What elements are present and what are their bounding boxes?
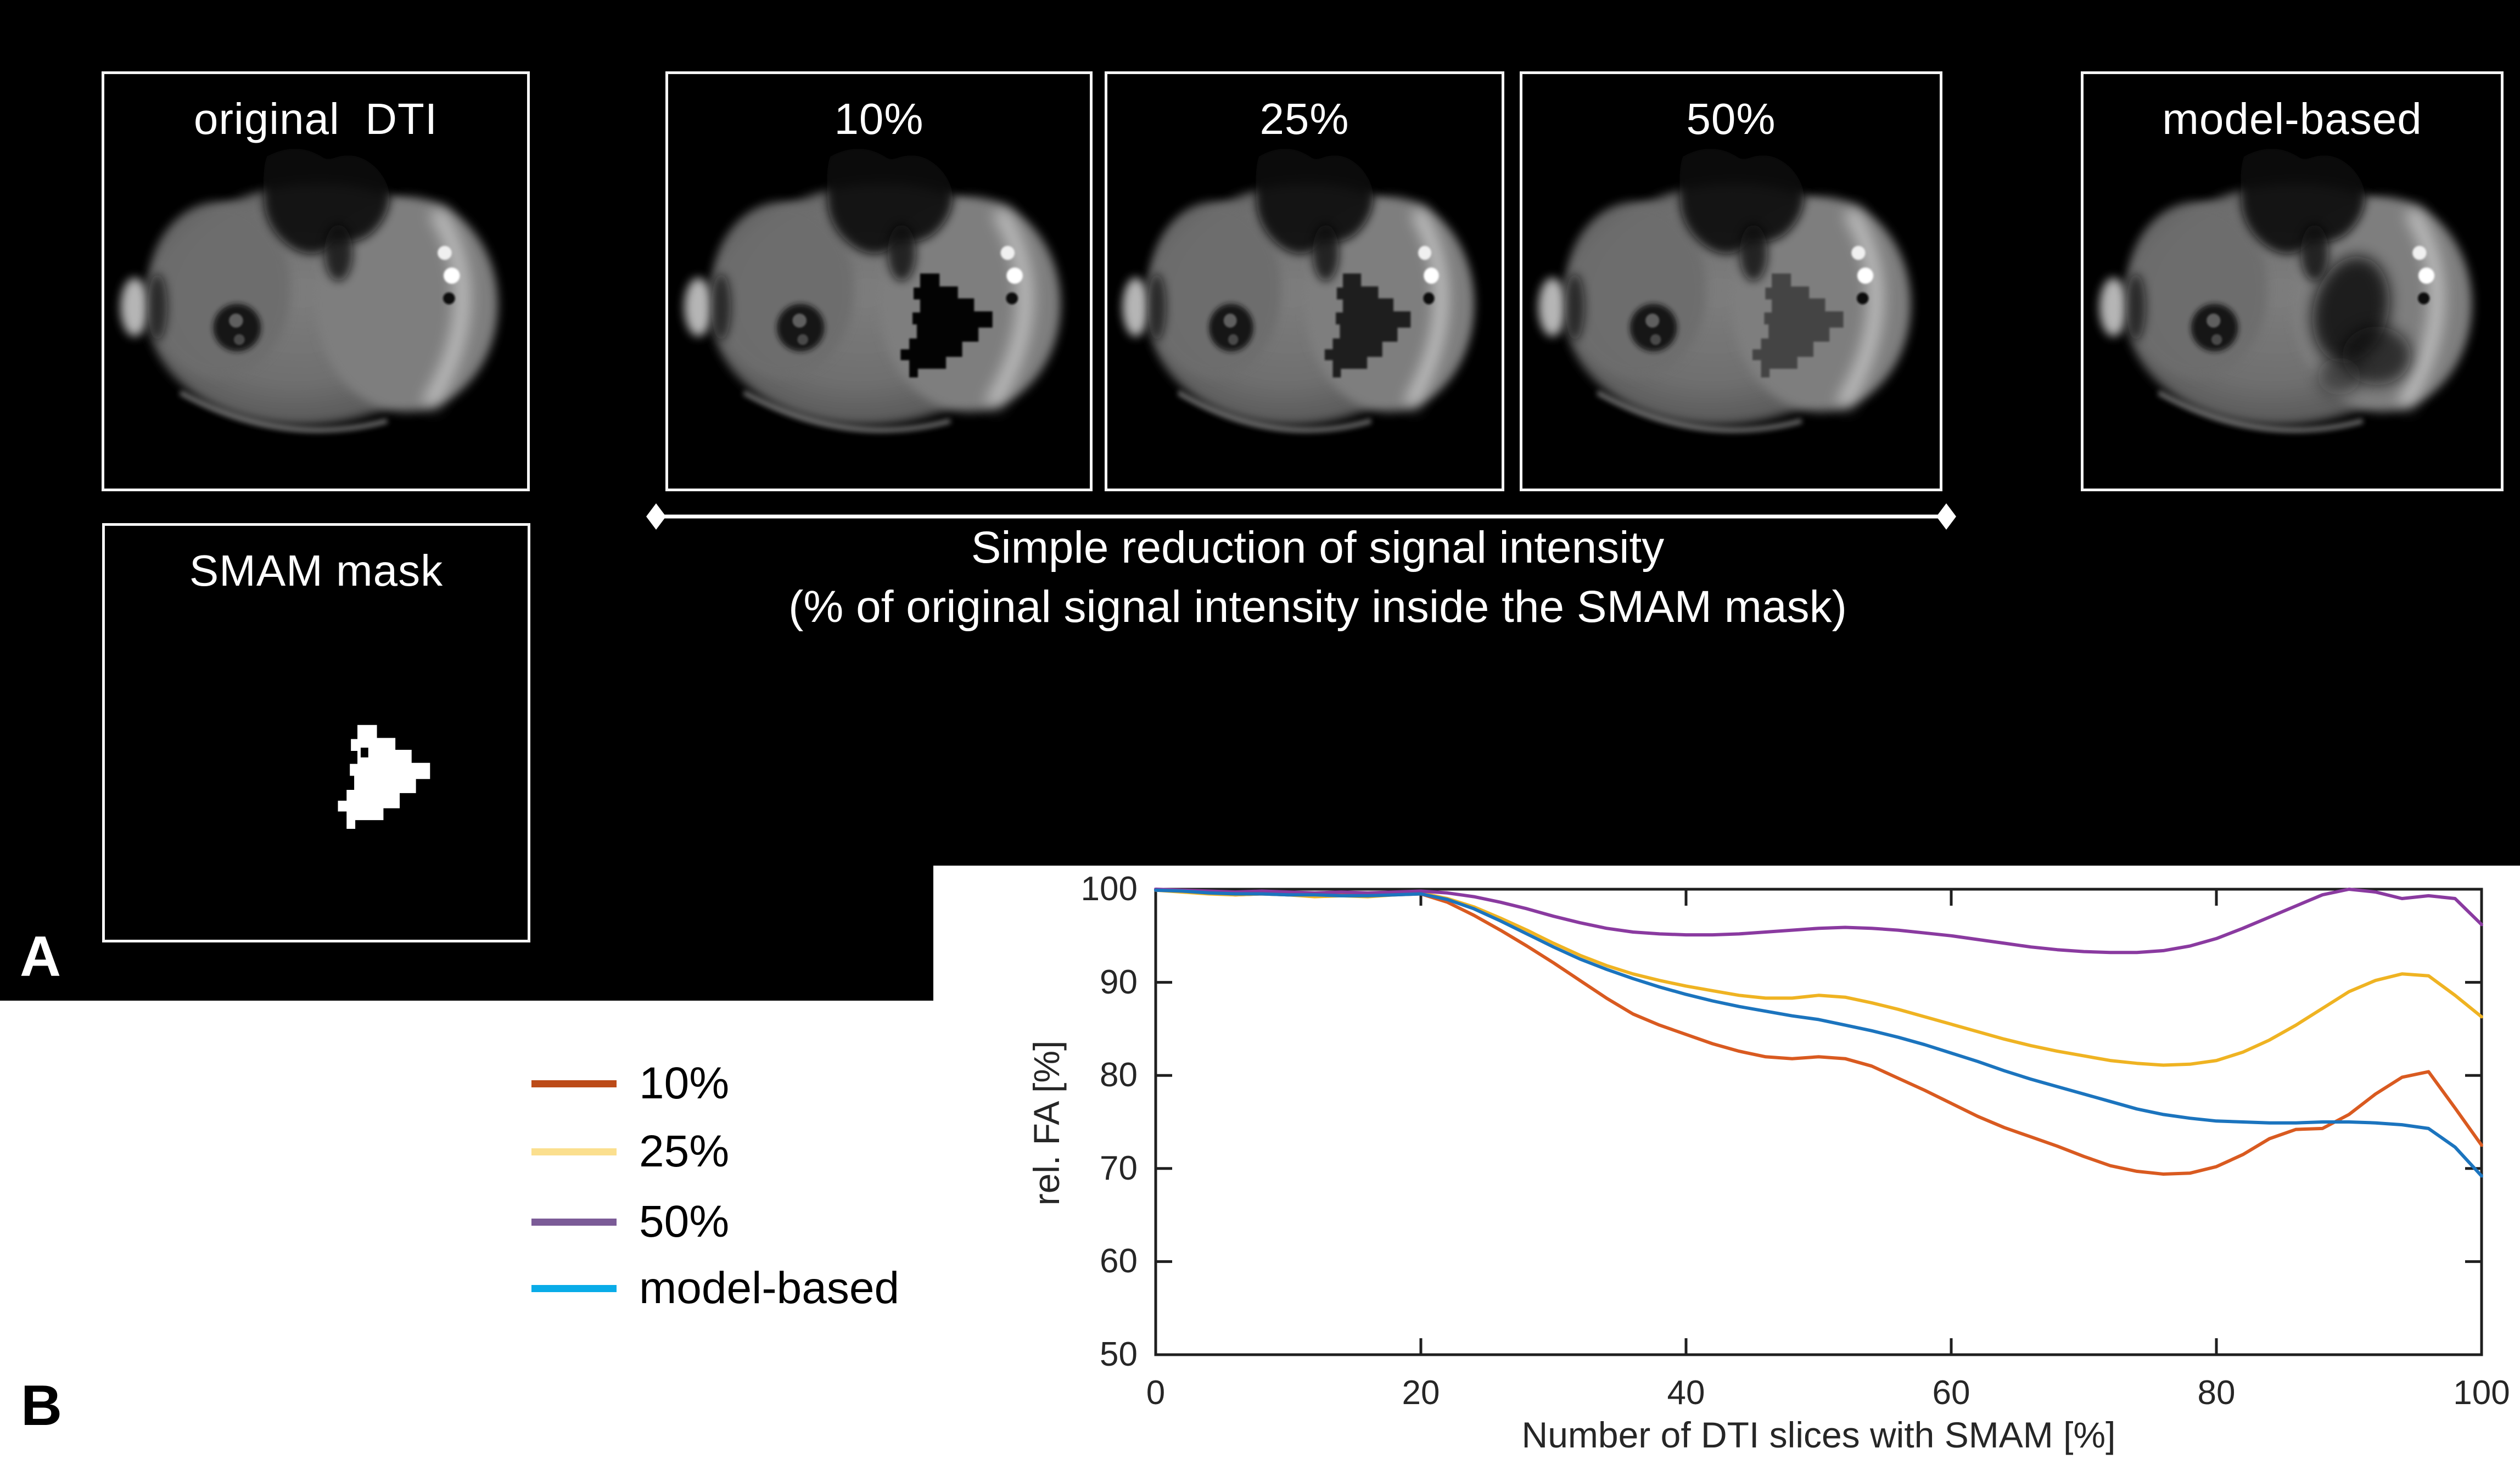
x-tick-label: 0 [1146,1374,1166,1412]
series-line-10% [1154,888,2483,1176]
image-box-model-based: model-based [2081,71,2504,491]
dti-brain-image-model-based [2084,74,2501,489]
series-line-50% [1154,888,2483,955]
x-tick-label: 40 [1667,1374,1705,1412]
y-tick-label: 90 [1100,963,1138,1001]
box-label-smam-mask: SMAM mask [189,546,444,595]
y-tick-label: 80 [1100,1056,1138,1095]
y-tick-label: 60 [1100,1242,1138,1281]
x-tick-label: 80 [2197,1374,2236,1412]
image-box-10-percent: 10% [665,71,1093,491]
series-line-model-based [1154,888,2483,1178]
arrow-caption-line1: Simple reduction of signal intensity [971,523,1665,573]
legend-label-10-percent: 10% [639,1058,730,1108]
box-label-model-based: model-based [2162,94,2422,143]
smam-mask-box: SMAM mask [102,523,530,942]
x-axis-title: Number of DTI slices with SMAM [%] [1521,1415,2116,1455]
legend-label-25-percent: 25% [639,1126,730,1176]
axis-box [1154,888,2483,1356]
y-tick-label: 100 [1080,870,1138,908]
smam-mask-image [105,526,528,940]
image-box-original-dti: original DTI [102,71,530,491]
x-tick-label: 100 [2453,1374,2510,1412]
image-box-25-percent: 25% [1105,71,1504,491]
legend-label-model-based: model-based [639,1263,900,1313]
legend-swatch-50-percent [531,1219,617,1226]
panel-b-letter: B [21,1374,63,1438]
y-tick-label: 70 [1100,1149,1138,1187]
legend-swatch-25-percent [531,1148,617,1155]
panel-a-letter: A [20,925,61,989]
series-line-25% [1154,888,2483,1067]
image-box-50-percent: 50% [1520,71,1942,491]
legend-label-50-percent: 50% [639,1197,730,1247]
double-diamond-arrow [646,503,1956,530]
y-axis-title: rel. FA [%] [1026,1040,1067,1206]
legend-swatch-10-percent [531,1080,617,1087]
y-tick-label: 50 [1100,1335,1138,1373]
box-label-original-dti: original DTI [193,94,438,143]
legend-swatch-model-based [531,1285,617,1292]
x-tick-label: 60 [1932,1374,1970,1412]
arrow-caption-line2: (% of original signal intensity inside t… [788,582,1847,632]
box-label-50-percent: 50% [1686,94,1776,143]
box-label-10-percent: 10% [834,94,924,143]
x-tick-label: 20 [1402,1374,1440,1412]
smam-lesion-model-based [2312,256,2411,395]
box-label-25-percent: 25% [1259,94,1349,143]
